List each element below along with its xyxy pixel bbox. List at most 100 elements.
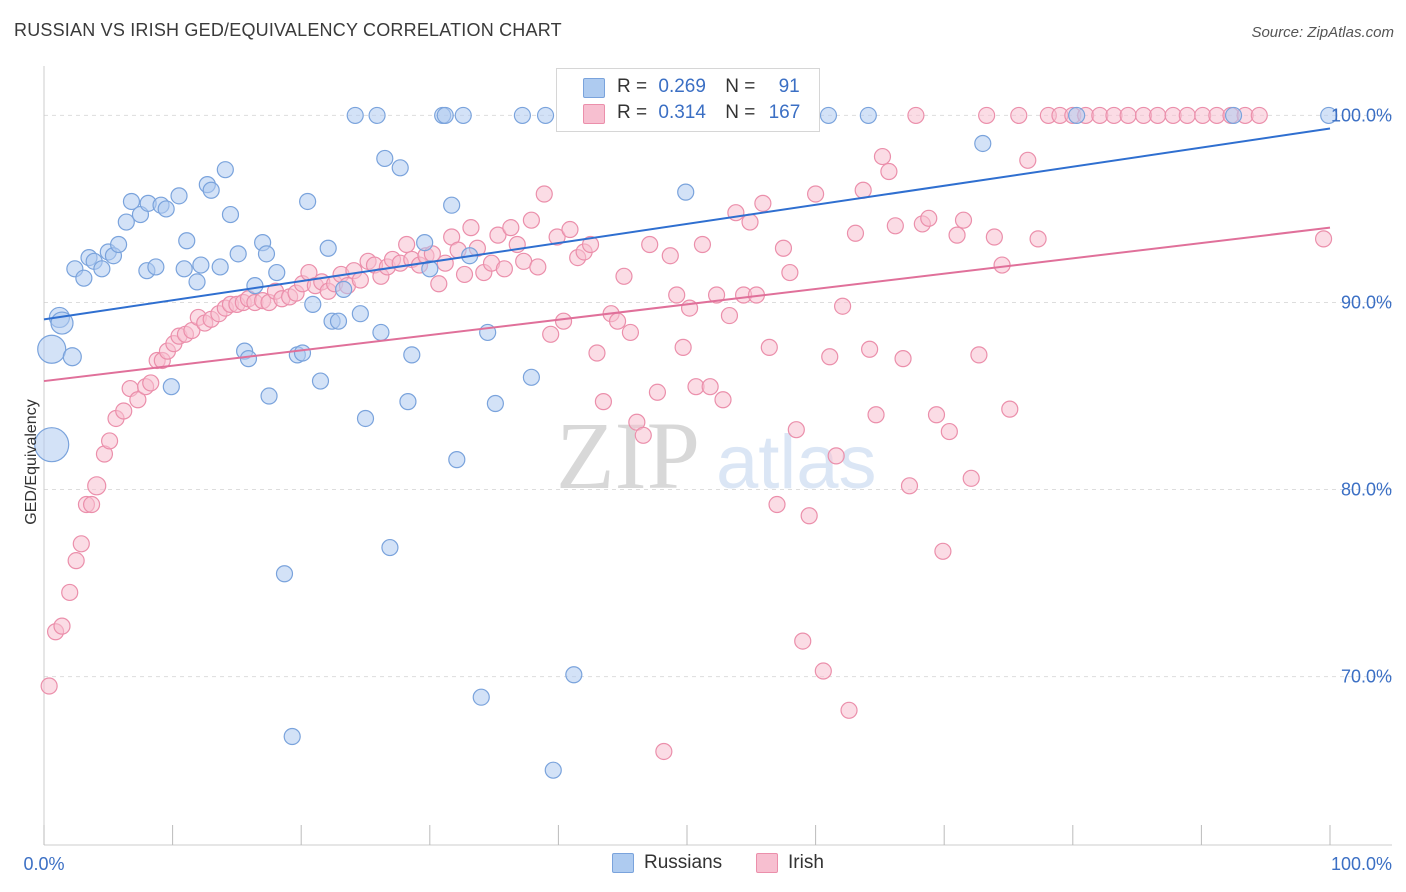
russians-point: [472, 688, 490, 706]
russians-point: [304, 295, 322, 313]
irish-point: [1019, 151, 1037, 169]
irish-point: [522, 211, 540, 229]
irish-point: [674, 338, 692, 356]
russians-point: [536, 106, 555, 125]
irish-point: [82, 495, 101, 514]
irish-trend-line: [43, 226, 1331, 383]
irish-point: [814, 662, 832, 680]
irish-point: [907, 106, 925, 125]
irish-point: [542, 325, 560, 343]
irish-point: [72, 535, 90, 553]
irish-point: [661, 247, 679, 265]
russians-point: [381, 538, 399, 557]
irish-point: [594, 393, 613, 411]
y-tick-label: 100.0%: [1331, 105, 1392, 125]
trend-lines: [43, 127, 1331, 383]
russians-point: [157, 200, 175, 218]
irish-point: [768, 495, 786, 514]
irish-point: [115, 402, 133, 420]
russians-point: [109, 235, 128, 254]
irish-point: [67, 552, 85, 570]
chart-title: RUSSIAN VS IRISH GED/EQUIVALENCY CORRELA…: [14, 20, 562, 40]
irish-point: [787, 421, 805, 439]
russians-point: [178, 232, 196, 250]
russians-point: [257, 245, 276, 263]
irish-point: [495, 260, 513, 278]
russians-point: [211, 258, 229, 276]
irish-n-label: N =: [725, 102, 756, 123]
russians-point: [293, 344, 312, 362]
russians-point: [202, 181, 220, 199]
irish-point: [794, 632, 812, 650]
russians-point: [522, 368, 540, 386]
russians-point: [246, 277, 264, 295]
irish-point: [615, 267, 633, 285]
irish-point: [430, 275, 448, 293]
irish-point: [962, 469, 980, 487]
irish-point: [846, 224, 865, 242]
russians-point: [229, 245, 247, 263]
russians-point: [1068, 106, 1086, 125]
y-tick-label: 80.0%: [1341, 480, 1392, 500]
irish-point: [900, 477, 919, 495]
irish-point: [993, 256, 1011, 274]
irish-point: [588, 344, 606, 362]
irish-point: [1010, 106, 1028, 125]
irish-point: [648, 383, 667, 401]
irish-point: [760, 338, 778, 356]
russians-point: [346, 106, 364, 125]
irish-point: [827, 447, 845, 465]
russians-point: [403, 346, 421, 364]
irish-point: [100, 432, 119, 450]
irish-point: [978, 106, 996, 125]
russians-point: [421, 260, 439, 278]
russians-point: [319, 239, 337, 257]
tick-labels: 70.0% 80.0% 90.0% 100.0% 0.0% 100.0%: [23, 105, 1392, 874]
russians-point: [283, 727, 301, 746]
russians-point: [75, 269, 93, 287]
irish-point: [821, 348, 839, 366]
irish-point: [867, 406, 885, 424]
irish-point: [668, 286, 686, 304]
russians-point: [260, 387, 278, 405]
irish-point: [621, 323, 640, 342]
stats-legend: R = 0.269 N = 91 R = 0.314 N = 167: [556, 68, 820, 132]
russians-point: [454, 106, 472, 125]
irish-point: [774, 239, 793, 257]
irish-point: [920, 209, 938, 227]
irish-point: [781, 263, 799, 282]
irish-point: [129, 391, 147, 409]
watermark-zip: ZIP: [556, 402, 700, 509]
russians-point: [399, 393, 417, 411]
russians-point: [62, 347, 82, 367]
russians-point: [416, 234, 434, 252]
bottom-russians-label: Russians: [644, 852, 723, 873]
irish-point: [641, 235, 659, 254]
russians-point: [436, 106, 454, 125]
irish-point: [880, 162, 898, 181]
russians-point: [819, 106, 838, 125]
watermark: ZIP atlas: [556, 402, 877, 509]
russians-point: [188, 273, 206, 291]
irish-point: [701, 378, 719, 396]
irish-point: [948, 226, 966, 244]
irish-point: [53, 617, 71, 635]
irish-point: [1149, 106, 1167, 125]
irish-point: [462, 219, 480, 237]
x-tick-label: 0.0%: [23, 854, 64, 874]
irish-point: [535, 185, 553, 203]
irish-n-value: 167: [768, 102, 801, 123]
irish-point: [529, 258, 547, 276]
russians-point: [391, 159, 409, 177]
russians-point: [376, 149, 394, 168]
irish-point: [806, 185, 825, 203]
irish-point: [720, 306, 739, 325]
irish-point: [351, 271, 369, 289]
russians-point: [311, 372, 330, 390]
russians-point: [513, 106, 531, 125]
irish-point: [61, 583, 79, 602]
irish-point: [87, 476, 107, 496]
y-tick-label: 90.0%: [1341, 292, 1392, 312]
irish-point: [40, 677, 58, 695]
russians-point: [162, 378, 180, 396]
